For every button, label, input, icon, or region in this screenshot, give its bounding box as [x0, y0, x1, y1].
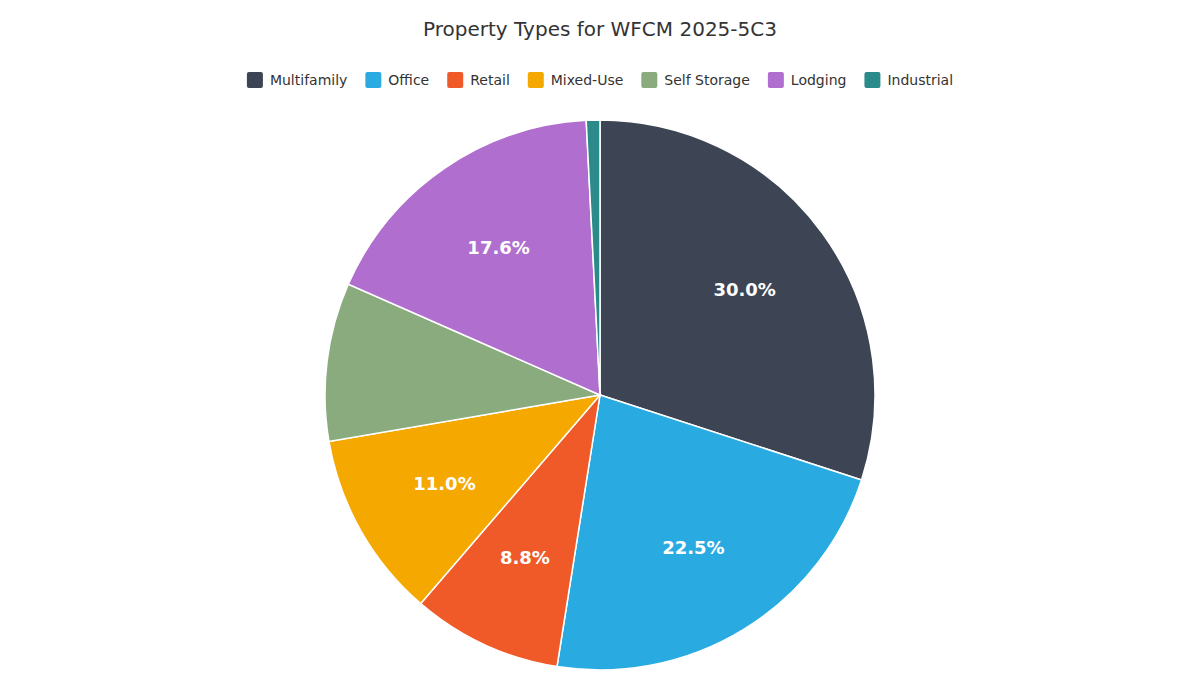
legend: Multifamily Office Retail Mixed-Use Self Sto…: [247, 72, 953, 88]
slice: [586, 120, 600, 395]
legend-swatch: [641, 72, 657, 88]
legend-item: Retail: [447, 72, 510, 88]
chart: Property Types for WFCM 2025-5C3 Multifam…: [0, 0, 1200, 700]
title: Property Types for WFCM 2025-5C3: [423, 17, 777, 41]
data-label: 11.0%: [413, 473, 475, 494]
legend-label: Industrial: [887, 72, 953, 88]
legend-item: Multifamily: [247, 72, 347, 88]
data-label: 17.6%: [467, 237, 529, 258]
data-label: 30.0%: [713, 279, 775, 300]
legend-swatch: [864, 72, 880, 88]
legend-item: Industrial: [864, 72, 953, 88]
slice: [557, 395, 862, 670]
legend-item: Mixed-Use: [528, 72, 624, 88]
legend-label: Office: [388, 72, 429, 88]
legend-swatch: [768, 72, 784, 88]
legend-item: Office: [365, 72, 429, 88]
legend-swatch: [247, 72, 263, 88]
legend-swatch: [447, 72, 463, 88]
legend-item: Lodging: [768, 72, 847, 88]
legend-label: Lodging: [791, 72, 847, 88]
legend-swatch: [365, 72, 381, 88]
legend-label: Mixed-Use: [551, 72, 624, 88]
legend-swatch: [528, 72, 544, 88]
legend-label: Multifamily: [270, 72, 347, 88]
data-label: 22.5%: [662, 537, 724, 558]
legend-item: Self Storage: [641, 72, 750, 88]
pie: [325, 120, 875, 670]
data-label: 8.8%: [500, 547, 550, 568]
data-labels: 30.0% 22.5% 8.8% 11.0% 17.6%: [413, 237, 776, 567]
legend-label: Retail: [470, 72, 510, 88]
legend-label: Self Storage: [664, 72, 750, 88]
slice: [348, 120, 600, 395]
